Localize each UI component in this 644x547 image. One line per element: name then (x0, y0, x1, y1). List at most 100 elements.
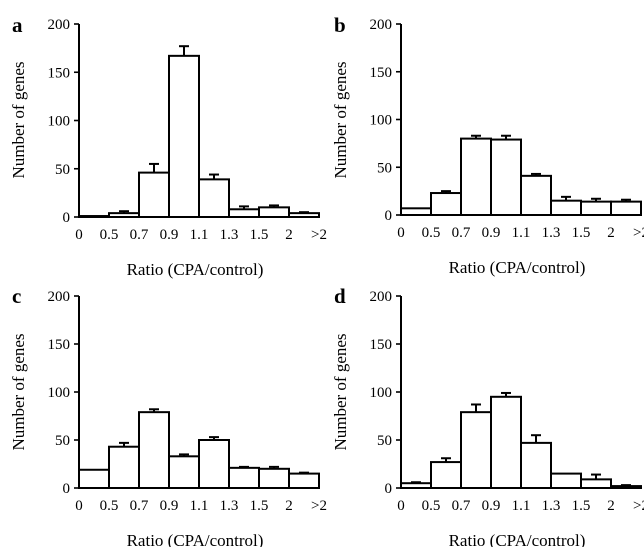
bar (430, 461, 462, 489)
x-axis-label: Ratio (CPA/control) (127, 531, 264, 547)
x-tick-label: 1.5 (572, 225, 591, 241)
panel-letter: b (334, 13, 346, 37)
x-tick-label: 0.7 (452, 498, 471, 514)
bar (460, 411, 492, 489)
panel-a: a 0 50 100 150 200 0 0.5 0.7 0.9 1.1 1.3 1.5 2 >2 Ratio… (9, 13, 327, 279)
x-tick-label: 0.9 (482, 225, 501, 241)
bar (78, 215, 110, 219)
bar (288, 212, 320, 218)
y-tick-label: 0 (385, 481, 393, 497)
y-axis-label: Number of genes (331, 61, 350, 178)
bar (490, 138, 522, 216)
bar (258, 467, 290, 489)
bar (108, 212, 140, 218)
bar (400, 207, 432, 217)
bar (198, 439, 230, 489)
bar (228, 466, 260, 489)
y-axis-label: Number of genes (9, 333, 28, 450)
y-tick-label: 50 (55, 433, 70, 449)
x-tick-label: >2 (311, 227, 327, 243)
panel-letter: c (12, 284, 21, 308)
x-tick-label: 1.3 (542, 498, 561, 514)
y-tick-label: 150 (370, 337, 393, 353)
y-tick-label: 50 (377, 433, 392, 449)
bar (198, 178, 230, 219)
x-tick-label: 2 (607, 498, 615, 514)
y-tick-label: 150 (370, 65, 393, 81)
x-tick-label: 1.3 (220, 498, 239, 514)
x-tick-label: 1.3 (542, 225, 561, 241)
x-tick-label: 1.1 (512, 225, 531, 241)
y-tick-label: 100 (48, 114, 71, 130)
x-tick-label: >2 (311, 498, 327, 514)
y-tick-label: 50 (377, 160, 392, 176)
x-axis-label: Ratio (CPA/control) (127, 260, 264, 279)
x-tick-label: 0.9 (160, 498, 179, 514)
x-tick-label: 0.9 (482, 498, 501, 514)
bar (430, 192, 462, 217)
y-tick-label: 200 (48, 289, 71, 305)
y-tick-label: 100 (370, 385, 393, 401)
bar (520, 174, 552, 216)
x-tick-label: 1.1 (190, 498, 209, 514)
x-tick-label: 1.5 (250, 498, 269, 514)
panel-c: c 0 50 100 150 200 0 0.5 0.7 0.9 1.1 1.3 1.5 2 >2 Ratio… (9, 284, 327, 547)
x-tick-label: 0.7 (130, 227, 149, 243)
y-tick-label: 100 (48, 385, 71, 401)
x-tick-label: 0.5 (100, 227, 119, 243)
bar (490, 395, 522, 489)
y-tick-label: 0 (385, 208, 393, 224)
bar (138, 411, 170, 489)
x-tick-label: 1.5 (572, 498, 591, 514)
y-tick-label: 0 (63, 481, 71, 497)
x-tick-label: >2 (633, 225, 644, 241)
y-tick-label: 200 (370, 289, 393, 305)
x-tick-label: 1.1 (512, 498, 531, 514)
x-tick-label: 0 (75, 498, 83, 514)
x-tick-label: 0.9 (160, 227, 179, 243)
x-tick-label: 0.5 (422, 225, 441, 241)
x-tick-label: 0.7 (130, 498, 149, 514)
bar (288, 472, 320, 490)
x-tick-label: 0.5 (422, 498, 441, 514)
x-tick-label: 0 (397, 498, 405, 514)
y-tick-label: 0 (63, 210, 71, 226)
bar (108, 445, 140, 489)
panel-letter: a (12, 13, 23, 37)
y-tick-label: 200 (370, 17, 393, 33)
x-axis-label: Ratio (CPA/control) (449, 531, 586, 547)
x-tick-label: 1.5 (250, 227, 269, 243)
bar (550, 199, 582, 217)
bar (258, 206, 290, 219)
bar (168, 455, 200, 490)
panel-b: b 0 50 100 150 200 0 0.5 0.7 0.9 1.1 1.3 1.5 2 >2 Ratio… (331, 13, 644, 277)
x-tick-label: 0 (397, 225, 405, 241)
bar (610, 485, 642, 489)
x-tick-label: 2 (607, 225, 615, 241)
y-axis-label: Number of genes (9, 61, 28, 178)
y-tick-label: 150 (48, 65, 71, 81)
y-axis-label: Number of genes (331, 333, 350, 450)
x-tick-label: 2 (285, 498, 293, 514)
bar (580, 478, 612, 489)
x-tick-label: 0 (75, 227, 83, 243)
x-tick-label: 1.1 (190, 227, 209, 243)
y-tick-label: 200 (48, 17, 71, 33)
bar (228, 208, 260, 218)
x-tick-label: >2 (633, 498, 644, 514)
bar (78, 468, 110, 490)
panel-letter: d (334, 284, 346, 308)
x-tick-label: 2 (285, 227, 293, 243)
bar (520, 441, 552, 490)
bar (550, 472, 582, 490)
y-tick-label: 150 (48, 337, 71, 353)
x-tick-label: 0.7 (452, 225, 471, 241)
y-tick-label: 50 (55, 162, 70, 178)
y-tick-label: 100 (370, 113, 393, 129)
bar (610, 200, 642, 217)
bar (400, 482, 432, 490)
bar (580, 200, 612, 217)
x-axis-label: Ratio (CPA/control) (449, 258, 586, 277)
bar (168, 54, 200, 218)
